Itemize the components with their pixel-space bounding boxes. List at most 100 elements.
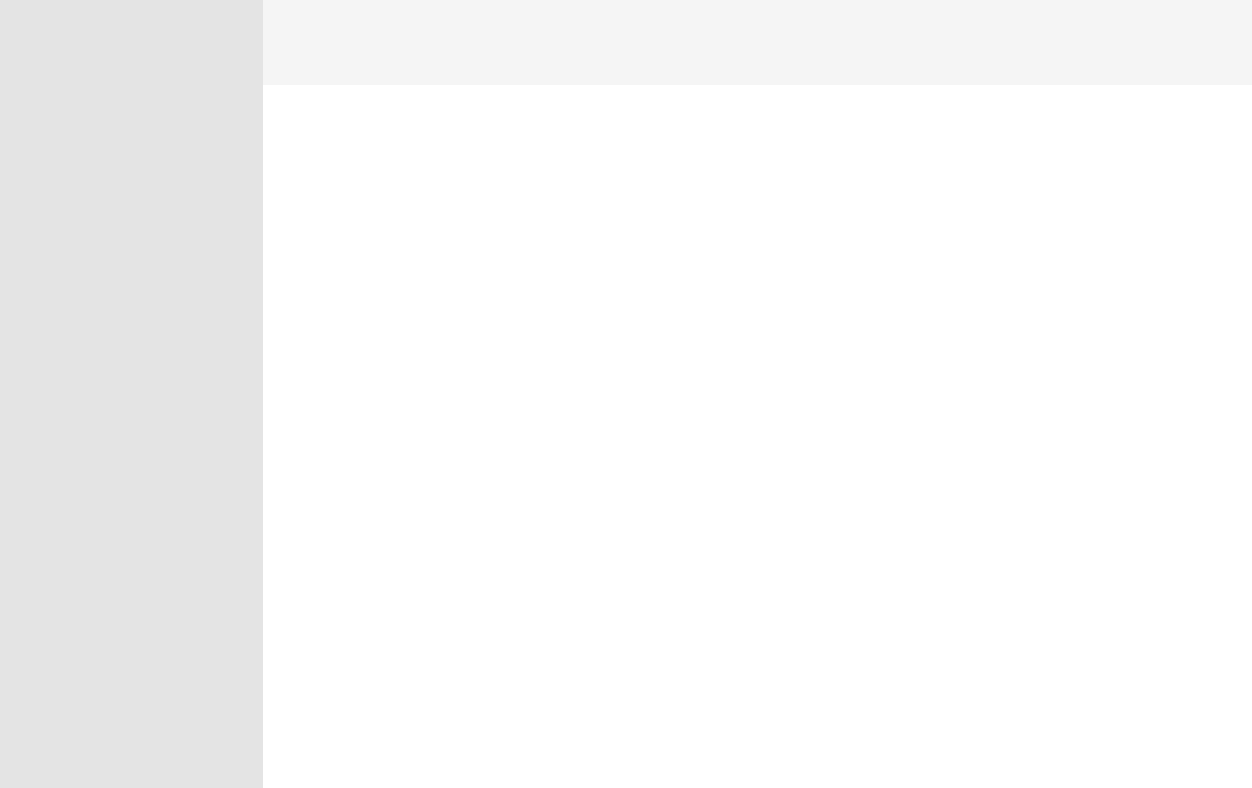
Text: 1: 1	[943, 429, 950, 441]
FancyBboxPatch shape	[870, 50, 1149, 81]
FancyBboxPatch shape	[699, 50, 898, 81]
Text: ●: ●	[54, 348, 64, 362]
Text: 0: 0	[943, 402, 950, 415]
Text: 14 May 2023: 14 May 2023	[721, 348, 803, 362]
Text: Pages: Pages	[19, 32, 64, 47]
Text: T: T	[205, 336, 213, 349]
FancyBboxPatch shape	[14, 269, 239, 315]
Bar	[263, 582, 1212, 609]
Bar	[263, 342, 1212, 368]
Text: £796,076: £796,076	[1148, 642, 1207, 656]
Bar	[263, 235, 1212, 262]
Text: 21 May 2023: 21 May 2023	[721, 375, 803, 388]
Text: 08/01/2023: 08/01/2023	[552, 615, 625, 629]
Text: ⊞: ⊞	[29, 284, 40, 298]
Text: £561,058: £561,058	[1148, 482, 1207, 495]
FancyBboxPatch shape	[93, 392, 167, 452]
Text: 0: 0	[943, 322, 950, 335]
Text: ☐: ☐	[123, 413, 136, 431]
Text: ⋯
⋯: ⋯ ⋯	[45, 411, 56, 433]
FancyBboxPatch shape	[14, 318, 88, 379]
Text: Film: Film	[413, 59, 441, 72]
Text: Weeks Since Launch: Weeks Since Launch	[943, 59, 1077, 72]
Bar	[263, 475, 1212, 502]
Text: 12/03/2023: 12/03/2023	[552, 188, 625, 201]
Text: £1,088,410: £1,088,410	[1136, 615, 1207, 629]
Text: 1: 1	[943, 642, 950, 656]
Bar	[263, 422, 1212, 448]
Text: 07 May 2023: 07 May 2023	[721, 322, 803, 335]
Text: 65: 65	[295, 188, 312, 201]
Text: ●: ●	[29, 348, 39, 362]
Text: 22 Oct 2023: 22 Oct 2023	[721, 536, 798, 548]
FancyBboxPatch shape	[1223, 147, 1243, 192]
Bar	[263, 662, 1212, 689]
Text: Film: Film	[295, 154, 323, 167]
Bar	[891, 144, 1004, 179]
Text: 07/05/2023: 07/05/2023	[552, 322, 625, 335]
FancyBboxPatch shape	[172, 318, 245, 379]
Text: 4: 4	[943, 509, 950, 522]
Text: ◯: ◯	[119, 333, 141, 353]
FancyBboxPatch shape	[367, 50, 487, 81]
Text: 05 Nov 2023: 05 Nov 2023	[721, 589, 801, 602]
Bar	[263, 529, 1212, 556]
Text: 1: 1	[943, 215, 950, 228]
Text: ▾: ▾	[232, 284, 238, 297]
Text: 2: 2	[943, 375, 950, 388]
Text: A Haunting In: A Haunting In	[295, 396, 381, 409]
Text: £296,763: £296,763	[1148, 242, 1207, 255]
Text: 0: 0	[943, 295, 950, 308]
Text: £135,291: £135,291	[1148, 589, 1207, 602]
Text: 24 Sept 2023: 24 Sept 2023	[721, 429, 805, 441]
Text: ≡  Rows: ≡ Rows	[278, 58, 334, 72]
Bar	[263, 141, 1212, 180]
FancyBboxPatch shape	[458, 50, 726, 81]
Text: 3: 3	[943, 482, 950, 495]
Text: 08 Jan 2023: 08 Jan 2023	[721, 615, 796, 629]
Text: 08 Oct 2023: 08 Oct 2023	[721, 482, 799, 495]
Text: 01 Oct 2023: 01 Oct 2023	[721, 455, 798, 468]
Text: Sheet 5: Sheet 5	[288, 117, 372, 136]
Text: 12 Mar 2023: 12 Mar 2023	[721, 188, 800, 201]
Text: 2018: 2018	[295, 322, 327, 335]
Bar	[263, 635, 1212, 662]
Text: £179,651: £179,651	[1148, 536, 1207, 548]
Text: 1: 1	[943, 348, 950, 362]
Text: 02 Apr 2023: 02 Apr 2023	[721, 269, 798, 281]
Text: £105,969: £105,969	[1148, 375, 1207, 388]
Text: 26/03/2023: 26/03/2023	[552, 295, 625, 308]
Text: Automatic: Automatic	[56, 284, 125, 297]
Bar	[263, 502, 1212, 529]
Text: 29 Oct 2023: 29 Oct 2023	[721, 562, 798, 575]
Text: Weeks ...: Weeks ...	[918, 154, 978, 167]
Text: iii  Columns: iii Columns	[278, 13, 358, 28]
Text: Detail: Detail	[35, 461, 66, 470]
Text: £52,211: £52,211	[1156, 322, 1207, 335]
Text: 15 Jan 2023: 15 Jan 2023	[721, 642, 795, 656]
Text: Tooltip: Tooltip	[113, 461, 146, 470]
Text: 2: 2	[943, 455, 950, 468]
Bar	[263, 208, 1212, 235]
Bar	[263, 315, 1212, 342]
Text: £1,472,237: £1,472,237	[1137, 429, 1207, 441]
FancyBboxPatch shape	[14, 392, 88, 452]
Text: 2: 2	[943, 242, 950, 255]
Text: 3: 3	[943, 269, 950, 281]
Text: Min Date per Film: Min Date per Film	[533, 59, 651, 72]
Text: Min Date p...: Min Date p...	[552, 154, 637, 167]
Text: T: T	[34, 500, 41, 510]
Bar	[263, 395, 1212, 422]
Bar	[263, 288, 1212, 315]
Text: SUM(Weekly Takings): SUM(Weekly Takings)	[69, 499, 219, 511]
Bar	[263, 368, 1212, 395]
FancyBboxPatch shape	[93, 318, 167, 379]
Text: £120,080: £120,080	[1148, 562, 1207, 575]
Text: £242,217: £242,217	[1148, 348, 1207, 362]
Bar	[1222, 141, 1244, 702]
Text: £1,270,409: £1,270,409	[1136, 188, 1207, 201]
Text: 7: 7	[943, 589, 950, 602]
Bar	[263, 448, 1212, 475]
Text: Week Ending: Week Ending	[721, 154, 808, 167]
Text: £135,749: £135,749	[1148, 269, 1207, 281]
